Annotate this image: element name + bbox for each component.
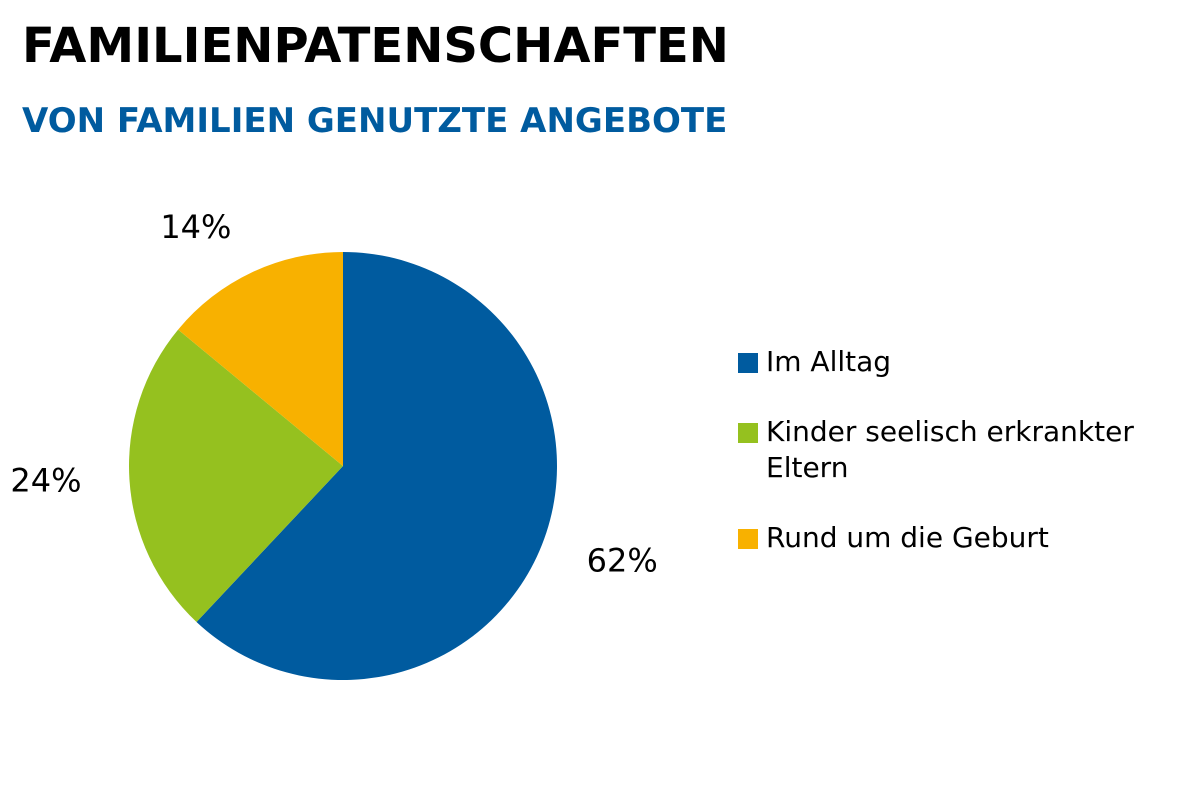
chart-subtitle: VON FAMILIEN GENUTZTE ANGEBOTE <box>22 101 728 141</box>
pie-value-label-1: 24% <box>10 461 81 499</box>
legend-item-0: Im Alltag <box>738 344 1166 380</box>
legend-label-0: Im Alltag <box>766 345 892 378</box>
legend-swatch-2 <box>738 529 758 549</box>
pie-value-labels: 62% 24% 14% <box>10 208 657 580</box>
pie-slice-0 <box>196 252 558 680</box>
chart-title: FAMILIENPATENSCHAFTEN <box>22 18 729 74</box>
legend-label-2: Rund um die Geburt <box>766 521 1049 554</box>
pie-value-label-0: 62% <box>587 541 658 579</box>
legend-swatch-0 <box>738 353 758 373</box>
legend-item-1: Kinder seelisch erkrankter Eltern <box>738 414 1166 486</box>
pie-slices <box>129 252 558 680</box>
legend-label-1: Kinder seelisch erkrankter Eltern <box>766 415 1134 484</box>
legend-item-2: Rund um die Geburt <box>738 520 1166 556</box>
legend-swatch-1 <box>738 423 758 443</box>
pie-slice-1 <box>129 329 343 622</box>
pie-slice-2 <box>178 252 343 466</box>
pie-value-label-2: 14% <box>160 208 231 246</box>
chart-legend: Im Alltag Kinder seelisch erkrankter Elte… <box>738 344 1166 590</box>
